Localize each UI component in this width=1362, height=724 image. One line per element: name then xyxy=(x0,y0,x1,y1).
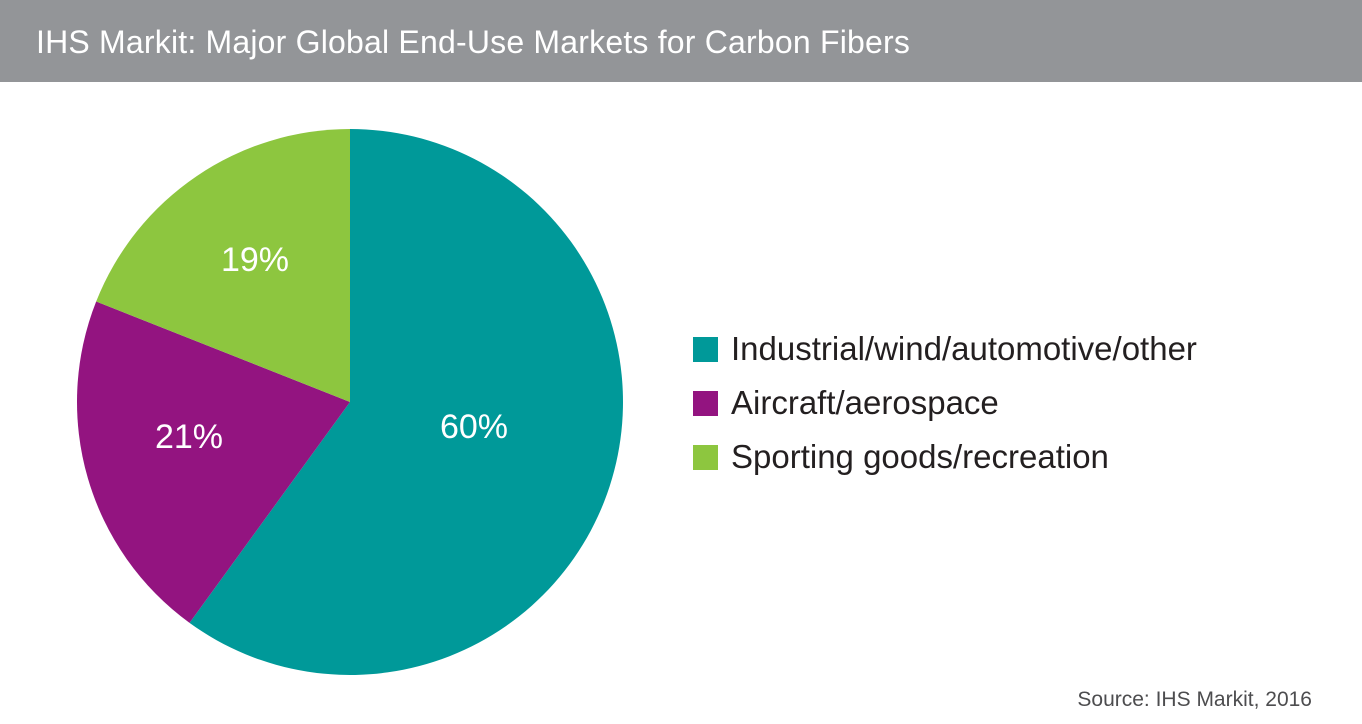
legend-label: Aircraft/aerospace xyxy=(731,384,999,421)
pie-slice-industrial-wind-automotive-other xyxy=(189,129,623,675)
legend-swatch xyxy=(693,444,718,470)
legend: Industrial/wind/automotive/other Aircraft… xyxy=(693,322,1197,484)
slice-label-21pct: 21% xyxy=(155,418,223,456)
pie-chart: 60% 21% 19% xyxy=(76,129,623,675)
legend-swatch xyxy=(693,336,718,362)
pie-slice-aircraft-aerospace xyxy=(76,301,350,623)
pie-slice-sporting-goods-recreation xyxy=(96,129,350,402)
legend-item: Aircraft/aerospace xyxy=(693,376,1197,430)
legend-item: Industrial/wind/automotive/other xyxy=(693,322,1197,376)
legend-item: Sporting goods/recreation xyxy=(693,430,1197,484)
title-bar: IHS Markit: Major Global End-Use Markets… xyxy=(0,0,1362,82)
legend-label: Industrial/wind/automotive/other xyxy=(731,330,1197,367)
legend-swatch xyxy=(693,390,718,416)
pie-slices xyxy=(76,129,623,675)
slice-label-19pct: 19% xyxy=(221,241,289,279)
slice-label-60pct: 60% xyxy=(440,408,508,446)
pie-slice-labels: 60% 21% 19% xyxy=(155,241,508,456)
legend-label: Sporting goods/recreation xyxy=(731,438,1109,475)
source-note: Source: IHS Markit, 2016 xyxy=(1077,688,1312,711)
chart-title: IHS Markit: Major Global End-Use Markets… xyxy=(36,24,911,60)
